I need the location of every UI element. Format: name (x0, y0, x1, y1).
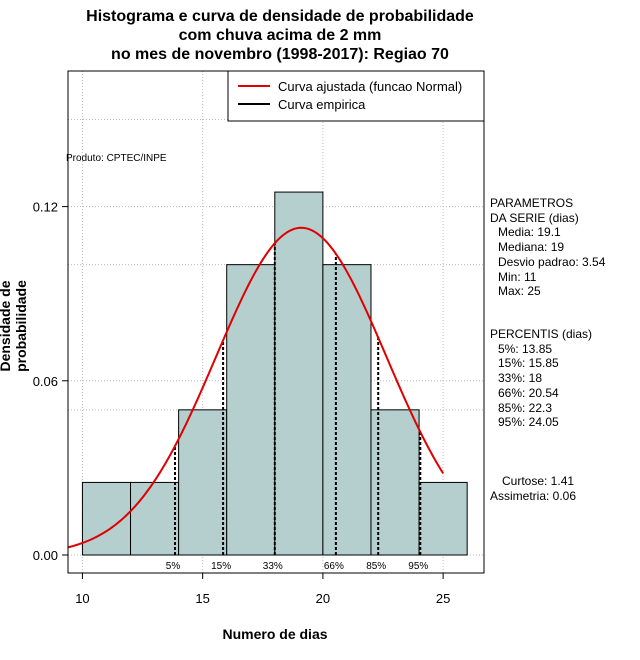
percentiles-panel: PERCENTIS (dias) 5%: 13.85 15%: 15.85 33… (490, 327, 592, 430)
percentis-heading: PERCENTIS (dias) (490, 327, 593, 341)
y-tick-label-1: 0.06 (33, 374, 58, 389)
percentil-95: 95%: 24.05 (498, 415, 559, 430)
x-axis-label: Numero de dias (222, 626, 328, 642)
legend-label-empirical: Curva empirica (278, 97, 366, 112)
percentile-label-2: 33% (263, 561, 283, 572)
percentile-label-1: 15% (211, 561, 231, 572)
credit-text: Produto: CPTEC/INPE (66, 153, 167, 164)
histogram-bar-5 (322, 264, 372, 556)
param-min: Min: 11 (498, 269, 537, 284)
normal-curve-line (67, 226, 444, 549)
chart-title-line-3: no mes de novembro (1998-2017): Regiao 7… (111, 46, 449, 63)
axes: 10 15 20 25 0.00 0.06 0.12 (33, 200, 451, 606)
percentile-lines (174, 243, 422, 555)
percentil-33: 33%: 18 (498, 371, 543, 386)
percentil-85: 85%: 22.3 (498, 400, 553, 415)
stat-curtose: Curtose: 1.41 (502, 474, 575, 488)
y-tick-label-0: 0.00 (33, 548, 58, 563)
percentile-label-0: 5% (166, 561, 181, 572)
params-heading-1: PARAMETROS (490, 196, 574, 210)
histogram-bar-3 (226, 264, 276, 556)
histogram-bars (81, 191, 468, 556)
y-tick-label-2: 0.12 (33, 200, 58, 215)
params-heading-2: DA SERIE (dias) (490, 210, 579, 225)
chart-title-line-2: com chuva acima de 2 mm (178, 27, 382, 44)
x-tick-label-3: 25 (436, 591, 450, 606)
param-max: Max: 25 (498, 284, 541, 299)
histogram-bar-4 (274, 191, 324, 556)
x-tick-label-1: 15 (195, 591, 209, 606)
legend-label-fitted: Curva ajustada (funcao Normal) (278, 79, 462, 94)
percentile-label-4: 85% (366, 561, 386, 572)
percentil-5: 5%: 13.85 (498, 341, 553, 356)
shape-stats: Curtose: 1.41 Assimetria: 0.06 (490, 474, 576, 503)
param-mediana: Mediana: 19 (498, 240, 565, 255)
percentile-label-3: 66% (324, 561, 344, 572)
y-axis-label: Densidade de probabilidade (0, 280, 29, 372)
percentil-66: 66%: 20.54 (498, 385, 559, 400)
percentile-label-5: 95% (408, 561, 428, 572)
stat-assimetria: Assimetria: 0.06 (490, 488, 577, 503)
histogram-bar-1 (130, 481, 180, 556)
series-parameters: PARAMETROS DA SERIE (dias) Media: 19.1 M… (490, 196, 605, 299)
percentil-15: 15%: 15.85 (498, 356, 559, 371)
param-media: Media: 19.1 (498, 225, 561, 240)
param-desvio: Desvio padrao: 3.54 (498, 254, 606, 269)
histogram-bar-7 (418, 481, 468, 556)
percentile-labels: 5% 15% 33% 66% 85% 95% (166, 561, 429, 572)
histogram-bar-2 (178, 409, 228, 556)
chart-title-line-1: Histograma e curva de densidade de proba… (86, 8, 474, 25)
legend-box (227, 70, 485, 122)
legend: Curva ajustada (funcao Normal) Curva emp… (227, 70, 485, 122)
x-tick-label-0: 10 (75, 591, 89, 606)
x-tick-label-2: 20 (316, 591, 330, 606)
